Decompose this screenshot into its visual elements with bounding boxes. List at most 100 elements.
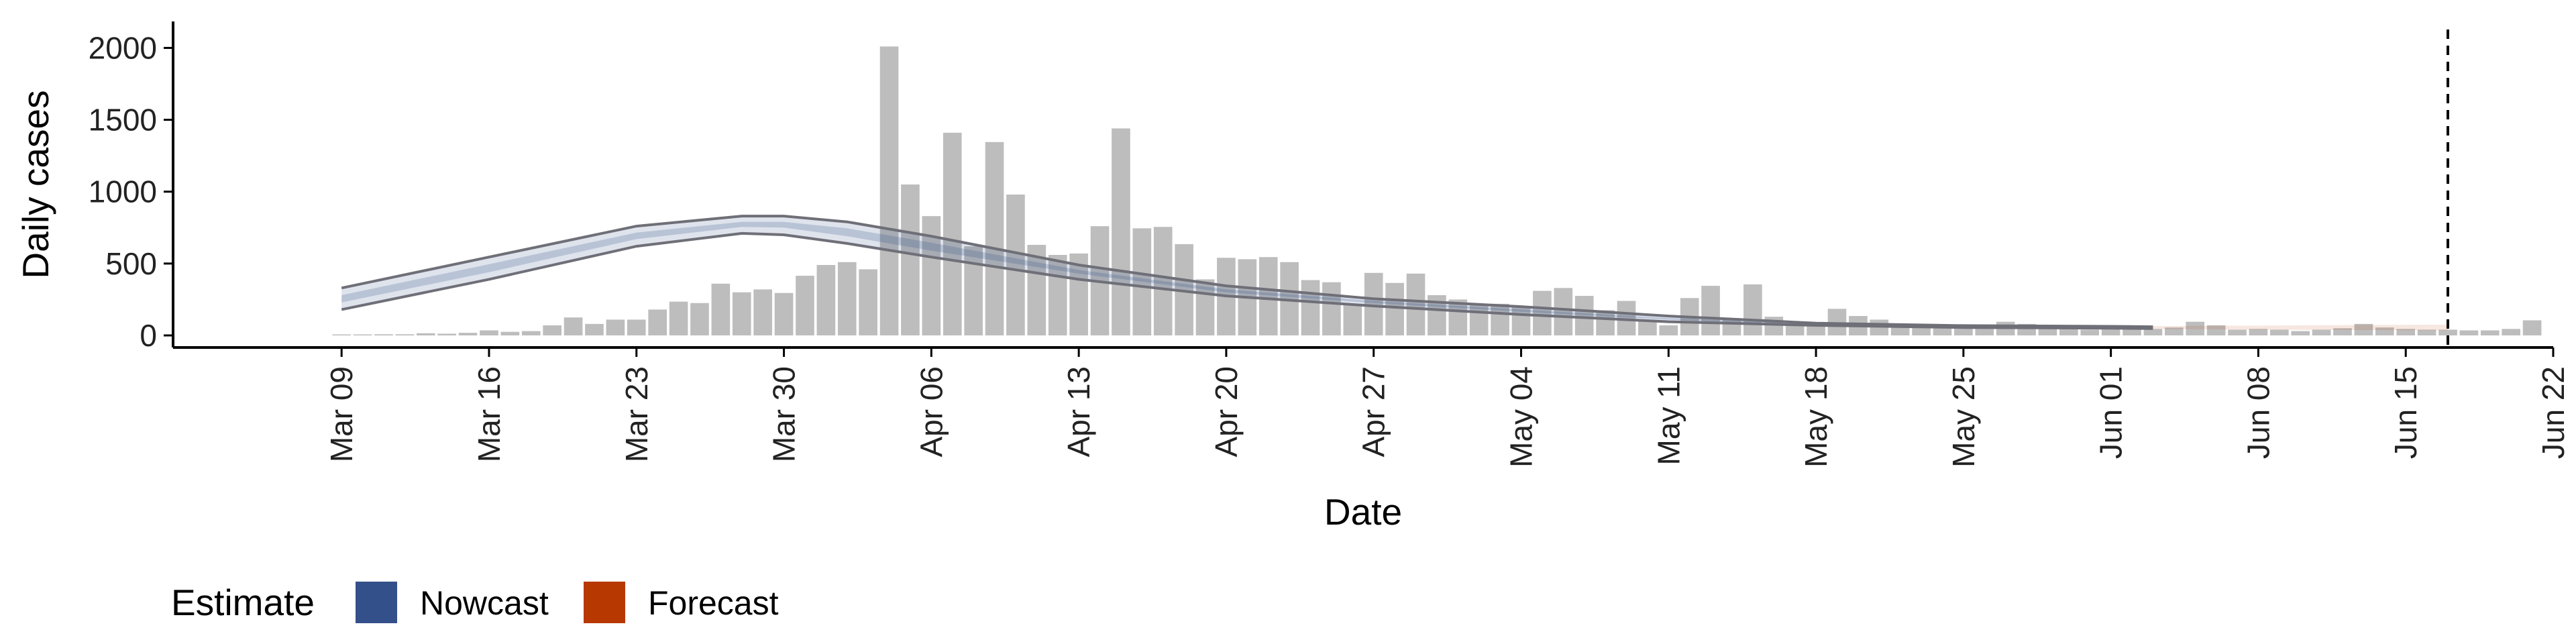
nowcast-lower-line [341,231,2153,330]
bar [1132,228,1152,335]
bar [1322,282,1341,335]
legend-label: Forecast [648,584,779,622]
bar [1343,305,1362,335]
bar [521,331,541,335]
bar [2480,330,2500,335]
bar [500,331,520,335]
bar [606,319,625,335]
bar [774,292,794,335]
bar [2101,327,2121,335]
bar [395,334,415,335]
bar [1554,288,1573,335]
bar [690,303,709,335]
bar [1533,290,1552,335]
bar [2206,325,2226,335]
bar [2165,327,2184,335]
bar [1638,321,1657,335]
bar [1701,286,1720,335]
estimate-bands [341,215,2448,331]
bar [1406,273,1426,335]
legend-title: Estimate [171,582,315,623]
bar [2123,328,2141,335]
bar [564,317,583,335]
bar [1511,307,1531,335]
x-tick-label: Mar 16 [472,366,506,462]
x-tick-label: Mar 30 [767,366,802,462]
bar [480,330,498,335]
x-tick-label: May 25 [1946,366,1981,468]
bar [1785,323,1805,335]
bar [2333,328,2352,335]
bar [2249,329,2268,335]
bar [669,301,688,335]
bar [1385,282,1404,335]
bar [2375,327,2394,335]
y-tick-label: 0 [140,318,157,353]
bar [1448,299,1468,335]
y-tick-label: 1000 [89,174,157,209]
bar [627,319,646,335]
bar [2354,323,2373,335]
legend: Estimate Nowcast Forecast [171,582,779,623]
forecast-band [2153,324,2448,331]
bar [374,334,393,335]
x-tick-label: May 18 [1799,366,1833,468]
bar [1743,284,1762,335]
x-axis-title: Date [1324,491,1402,533]
bar [837,262,857,335]
x-tick-label: Mar 23 [619,366,654,462]
y-tick-label: 500 [105,246,157,281]
y-tick-label: 2000 [89,30,157,65]
y-tick-label: 1500 [89,103,157,138]
bar [1027,245,1046,335]
bar [796,276,814,335]
bar [2312,329,2331,335]
bar [753,289,772,335]
bar [816,265,836,335]
bar [2396,329,2416,335]
legend-swatch [584,582,625,623]
bar [1912,327,1931,335]
bar [859,269,877,335]
bar [585,323,604,335]
bar [1112,128,1130,335]
bar [2502,329,2521,335]
x-tick-label: May 11 [1651,366,1686,465]
bar [1722,318,1741,335]
bar [1469,305,1489,335]
bar [543,325,561,335]
bar [711,283,731,335]
bar [353,334,372,335]
bar [1301,280,1320,335]
y-axis-title: Daily cases [15,90,56,278]
x-tick-label: Jun 08 [2241,366,2275,459]
bar [901,184,920,335]
bar [2438,329,2457,335]
bar [416,333,435,335]
bar [2228,329,2247,335]
x-tick-label: Apr 06 [914,366,949,458]
bars-layer [332,46,2542,336]
x-tick-label: Apr 20 [1209,366,1244,458]
bar [1364,272,1383,335]
x-tick-label: Jun 01 [2094,366,2129,459]
bar [2080,329,2100,335]
axes: 0 500 1000 1500 2000 Mar 09 Mar 16 Mar 23 Mar 30… [15,21,2571,533]
bar [2186,321,2205,335]
bar [458,333,478,335]
legend-swatch [356,582,397,623]
bar [1975,328,1994,335]
x-tick-label: Mar 09 [324,366,359,462]
bar [2459,330,2479,335]
x-tick-label: Apr 27 [1356,366,1391,458]
bar [2270,329,2289,335]
bar [1596,310,1615,335]
x-tick-label: Jun 15 [2388,366,2423,459]
bar [1258,257,1278,335]
x-tick-label: Jun 22 [2536,366,2571,459]
bar [332,334,352,335]
bar [879,46,899,336]
bar [2522,320,2542,335]
bar [2291,331,2310,335]
